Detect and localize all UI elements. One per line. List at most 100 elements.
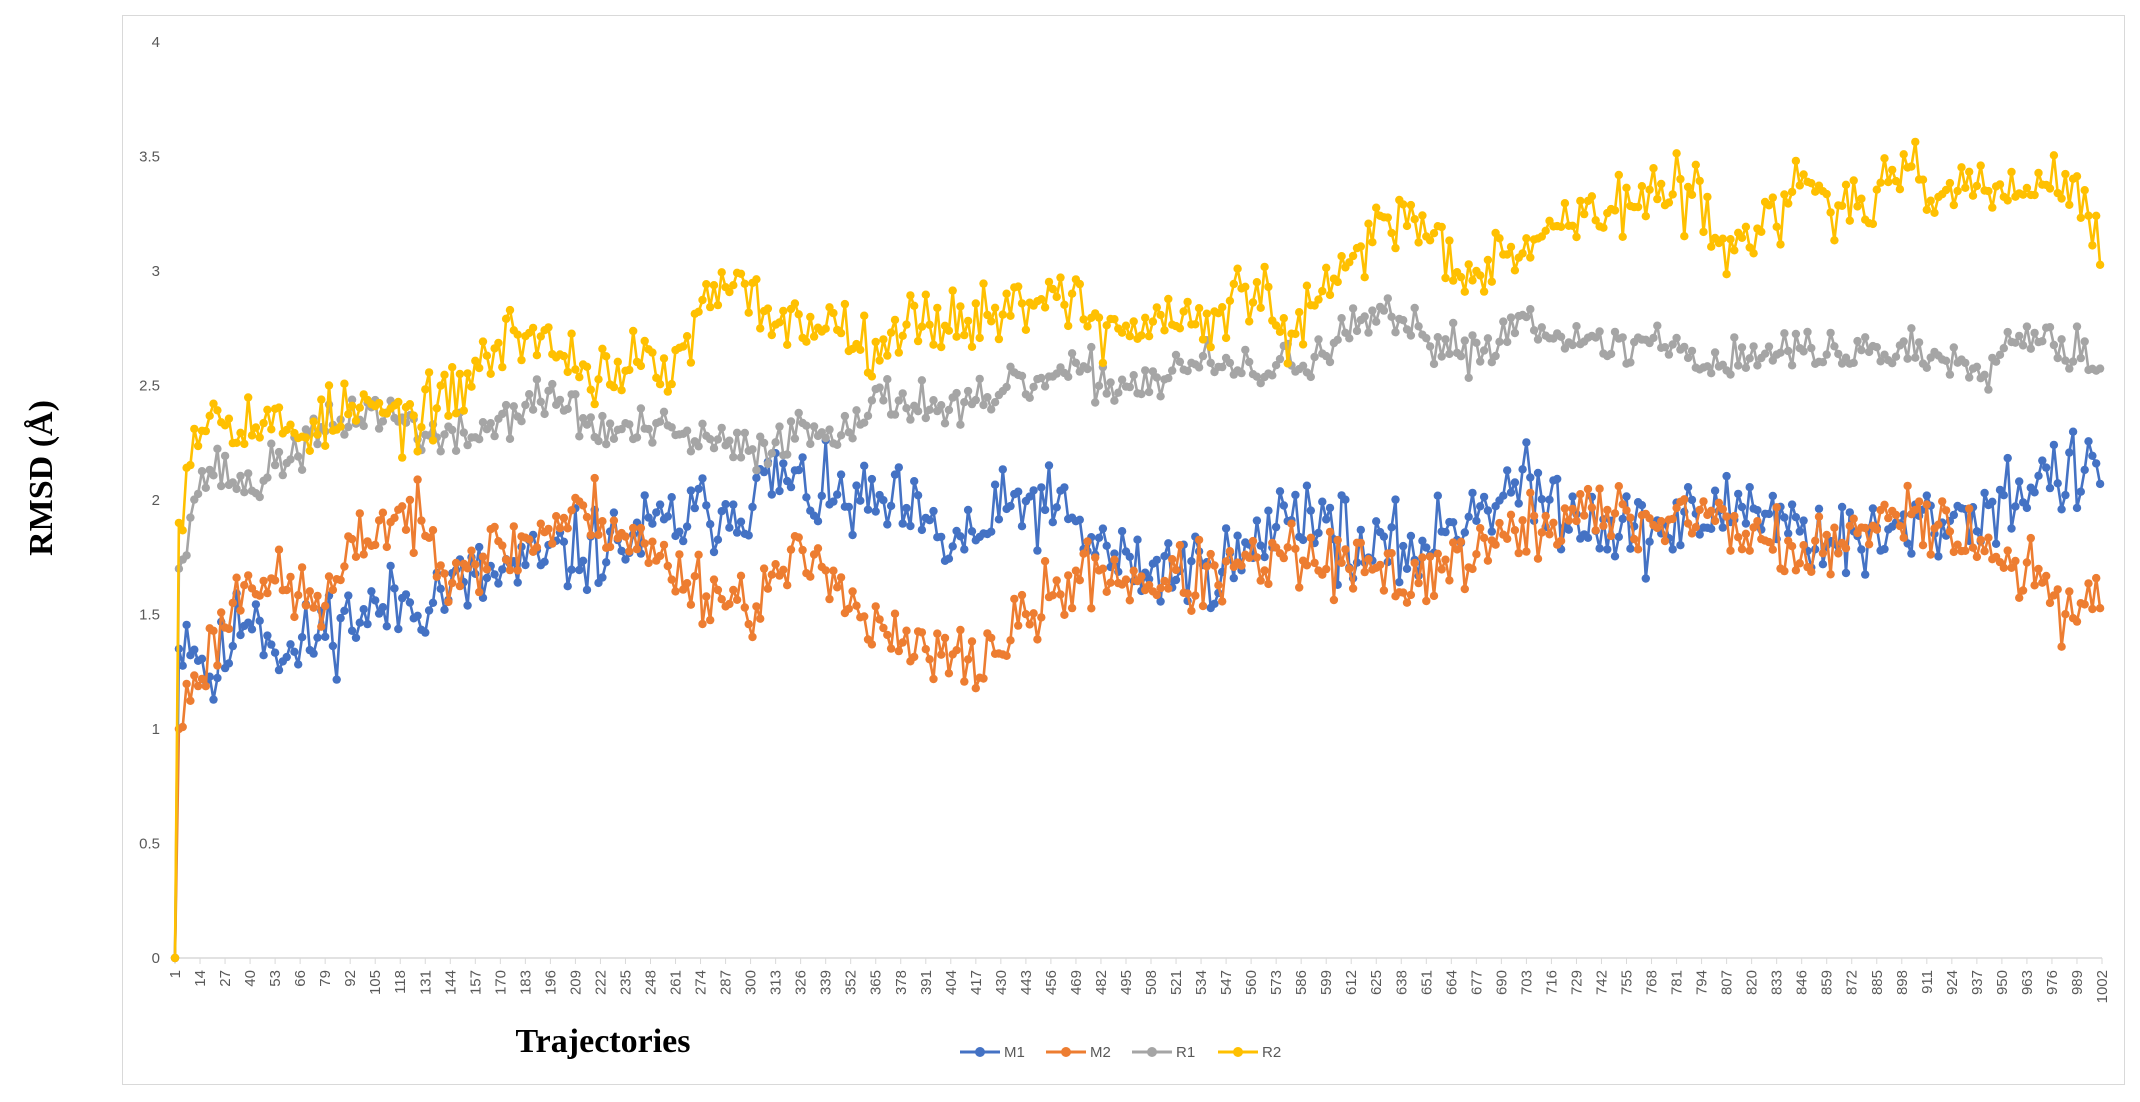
data-point xyxy=(1857,194,1866,203)
data-point xyxy=(2011,338,2020,347)
data-point xyxy=(1830,523,1839,532)
data-point xyxy=(979,279,988,288)
data-point xyxy=(652,373,661,382)
data-point xyxy=(971,395,980,405)
data-point xyxy=(906,291,915,300)
data-point xyxy=(1614,532,1624,542)
data-point xyxy=(1618,232,1627,241)
data-point xyxy=(1110,315,1119,324)
data-point xyxy=(1148,317,1158,326)
data-point xyxy=(563,404,572,414)
data-point xyxy=(744,308,753,317)
data-point xyxy=(1726,370,1735,379)
data-point xyxy=(1275,327,1285,336)
data-point xyxy=(1961,358,1970,368)
data-point xyxy=(220,421,230,430)
data-point xyxy=(1225,547,1235,556)
x-tick-label: 79 xyxy=(317,970,334,987)
data-point xyxy=(1060,300,1069,309)
data-point xyxy=(1071,566,1081,575)
data-point xyxy=(1279,501,1289,510)
data-point xyxy=(725,436,734,445)
data-point xyxy=(1464,512,1473,521)
data-point xyxy=(1260,552,1269,562)
data-point xyxy=(582,420,592,429)
data-point xyxy=(1048,284,1058,294)
data-point xyxy=(756,432,765,441)
data-point xyxy=(856,496,865,505)
data-point xyxy=(471,356,480,365)
data-point xyxy=(1791,513,1801,522)
data-point xyxy=(2061,490,2070,500)
data-point xyxy=(1572,516,1581,526)
data-point xyxy=(740,428,749,438)
data-point xyxy=(694,484,703,494)
data-point xyxy=(1337,314,1346,323)
data-point xyxy=(1703,192,1712,202)
data-point xyxy=(1237,368,1246,378)
data-point xyxy=(1957,163,1966,172)
data-point xyxy=(1141,366,1150,375)
data-point xyxy=(2080,465,2089,475)
data-point xyxy=(1872,185,1882,194)
data-point xyxy=(698,419,707,428)
data-point xyxy=(444,411,453,420)
data-point xyxy=(1198,335,1208,344)
data-point xyxy=(1295,308,1304,317)
data-point xyxy=(1560,344,1570,353)
data-point xyxy=(424,533,434,542)
x-tick-label: 794 xyxy=(1694,970,1711,995)
data-point xyxy=(1872,343,1882,352)
data-point xyxy=(1445,576,1454,585)
data-point xyxy=(1545,495,1554,504)
data-point xyxy=(1553,474,1562,484)
data-point xyxy=(1710,348,1720,357)
data-point xyxy=(209,471,218,480)
data-point xyxy=(736,571,746,580)
data-point xyxy=(2084,579,2093,588)
x-tick-label: 534 xyxy=(1193,970,1210,995)
data-point xyxy=(1533,468,1543,478)
data-point xyxy=(925,655,934,664)
data-point xyxy=(775,422,784,431)
data-point xyxy=(2061,356,2070,365)
data-point xyxy=(563,582,572,591)
data-point xyxy=(1271,321,1281,330)
data-point xyxy=(190,645,199,654)
data-point xyxy=(2084,211,2093,220)
data-point xyxy=(2072,617,2082,626)
data-point xyxy=(582,585,592,595)
data-point xyxy=(1568,221,1577,230)
data-point xyxy=(1737,343,1747,352)
data-point xyxy=(1345,564,1354,574)
data-point xyxy=(1768,545,1778,554)
data-point xyxy=(1541,511,1550,521)
data-point xyxy=(894,348,903,357)
data-point xyxy=(1807,567,1816,576)
data-point xyxy=(2045,184,2055,193)
data-point xyxy=(763,304,773,313)
x-tick-label: 261 xyxy=(668,970,685,995)
x-tick-label: 547 xyxy=(1218,970,1235,995)
data-point xyxy=(340,606,349,615)
legend-item-r2: R2 xyxy=(1218,1044,1281,1061)
data-point xyxy=(860,311,869,320)
data-point xyxy=(1194,363,1204,372)
data-point xyxy=(1722,471,1731,481)
x-tick-label: 183 xyxy=(517,970,534,995)
data-point xyxy=(667,423,676,432)
y-tick-label: 4 xyxy=(152,34,160,51)
data-point xyxy=(1237,561,1246,570)
data-point xyxy=(386,561,395,571)
data-point xyxy=(1503,466,1512,475)
data-point xyxy=(324,381,334,390)
data-point xyxy=(228,478,237,487)
data-point xyxy=(963,386,973,396)
data-point xyxy=(1348,584,1358,593)
data-point xyxy=(871,602,880,611)
data-point xyxy=(1437,565,1446,574)
data-point xyxy=(629,523,638,533)
data-point xyxy=(1730,511,1739,521)
data-point xyxy=(270,648,280,657)
data-point xyxy=(1418,211,1427,220)
